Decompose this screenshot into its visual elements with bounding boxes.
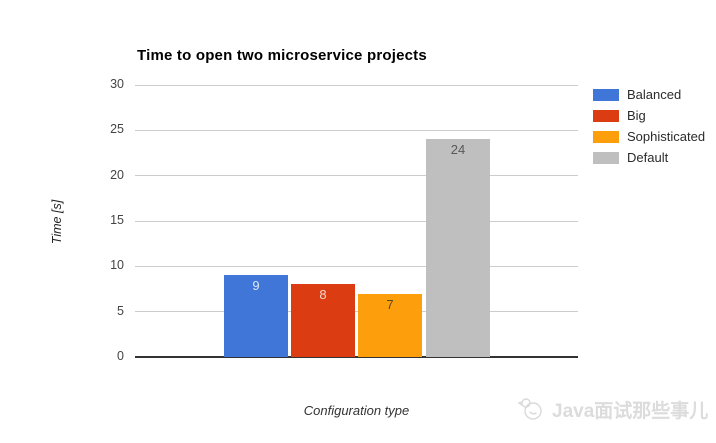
x-axis-title: Configuration type: [303, 403, 410, 418]
legend-item-big: Big: [593, 105, 705, 126]
legend-label: Balanced: [627, 87, 682, 102]
legend-item-default: Default: [593, 147, 705, 168]
legend-swatch-icon: [593, 109, 619, 122]
legend-swatch-icon: [593, 151, 619, 164]
plot-area: 0 5 10 15 20 25 30 9 8 7 24: [110, 77, 578, 363]
y-tick-label: 15: [110, 213, 124, 227]
y-tick-label: 10: [110, 258, 124, 273]
y-axis-title: Time [s]: [50, 199, 64, 245]
legend-label: Big: [627, 108, 646, 123]
bar-value-label: 7: [386, 296, 394, 312]
legend-item-balanced: Balanced: [593, 84, 705, 105]
legend-item-sophisticated: Sophisticated: [593, 126, 705, 147]
gridline: [135, 311, 578, 313]
legend-swatch-icon: [593, 88, 619, 101]
y-tick-label: 0: [117, 349, 124, 363]
bar-default: 24: [426, 139, 490, 357]
y-tick-label: 5: [117, 303, 124, 318]
legend-swatch-icon: [593, 130, 619, 143]
gridline: [135, 175, 578, 177]
watermark-text: Java面试那些事儿: [552, 400, 709, 422]
bar-value-label: 8: [319, 287, 327, 303]
bar-value-label: 9: [252, 278, 260, 294]
x-axis-baseline: [135, 356, 578, 358]
legend-label: Default: [627, 150, 669, 165]
legend-label: Sophisticated: [627, 129, 706, 144]
chart-title: Time to open two microservice projects: [137, 47, 427, 64]
bar-balanced: 9: [224, 275, 288, 357]
bar-big: 8: [291, 284, 355, 357]
bar-sophisticated: 7: [358, 293, 422, 357]
watermark-bird-logo-icon: [517, 398, 542, 420]
legend: Balanced Big Sophisticated Default: [593, 84, 705, 168]
bar-value-label: 24: [450, 142, 466, 158]
gridline: [135, 265, 578, 267]
y-tick-label: 30: [110, 77, 124, 91]
gridline: [135, 84, 578, 86]
gridline: [135, 129, 578, 131]
y-tick-label: 25: [110, 122, 124, 137]
y-tick-label: 20: [110, 167, 124, 182]
watermark: Java面试那些事儿: [517, 394, 708, 424]
gridline: [135, 220, 578, 222]
